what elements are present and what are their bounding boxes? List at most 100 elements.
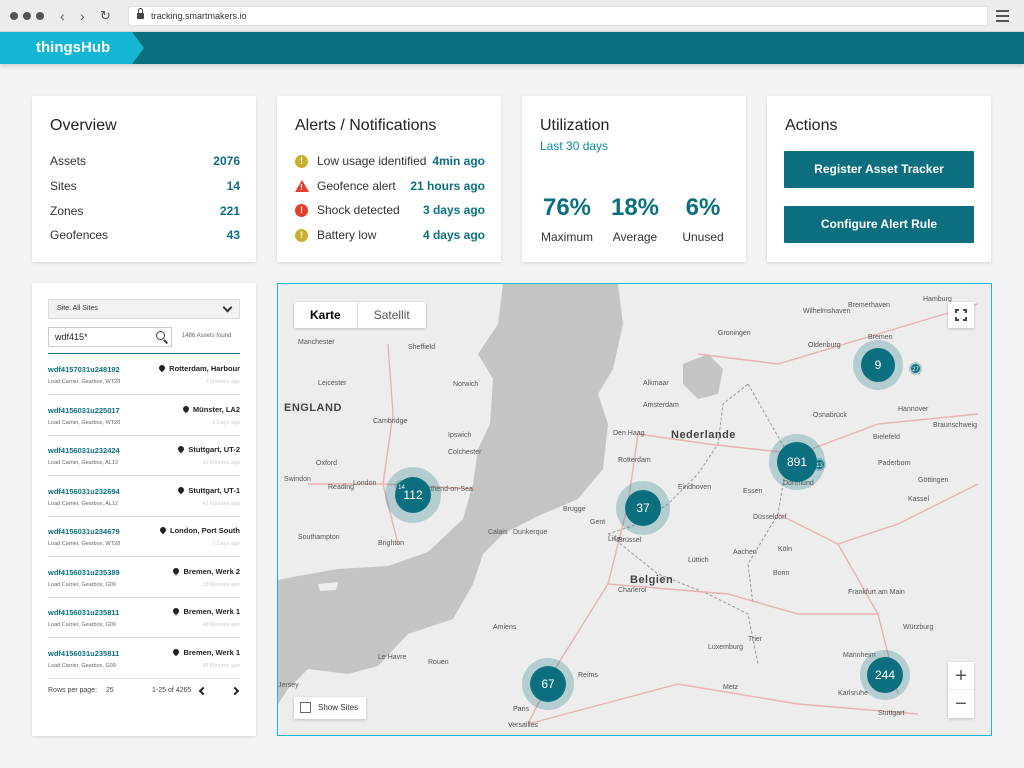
asset-list-item[interactable]: wdf4156031u235811 Bremen, Werk 1 Load Carr… bbox=[48, 598, 240, 638]
map-small-marker[interactable]: 27 bbox=[909, 362, 922, 375]
window-dot[interactable] bbox=[36, 12, 44, 20]
map-city-label: Bonn bbox=[773, 570, 790, 577]
map-city-label: Sheffield bbox=[408, 344, 436, 351]
brand-logo[interactable]: thingsHub bbox=[0, 32, 144, 64]
brand-name: thingsHub bbox=[36, 39, 111, 56]
site-select[interactable]: Site: All Sites bbox=[48, 299, 240, 319]
window-dot[interactable] bbox=[10, 12, 18, 20]
asset-list-item[interactable]: wdf4156031u234679 London, Port South Load … bbox=[48, 517, 240, 557]
utilization-average-label: Average bbox=[612, 230, 658, 244]
forward-icon[interactable]: › bbox=[80, 8, 85, 24]
asset-search-input[interactable]: wdf415* bbox=[48, 327, 172, 347]
alert-row[interactable]: ! Battery low 4 days ago bbox=[295, 228, 485, 244]
location-pin-icon bbox=[158, 525, 168, 535]
asset-list-item[interactable]: wdf4156031u235389 Bremen, Werk 2 Load Carr… bbox=[48, 558, 240, 598]
asset-id[interactable]: wdf4156031u235389 bbox=[48, 567, 120, 577]
map-city-label: Amsterdam bbox=[643, 402, 679, 409]
map-cluster[interactable]: 244 bbox=[860, 650, 910, 700]
chevron-left-icon[interactable] bbox=[198, 686, 208, 696]
zoom-in-button[interactable]: + bbox=[948, 662, 974, 690]
utilization-maximum-value: 76% bbox=[542, 194, 592, 221]
map-city-label: Amiens bbox=[493, 624, 517, 631]
overview-row-zones: Zones 221 bbox=[50, 204, 240, 218]
configure-alert-rule-button[interactable]: Configure Alert Rule bbox=[784, 206, 974, 243]
map-city-label: Brugge bbox=[563, 506, 586, 513]
site-select-value: Site: All Sites bbox=[57, 305, 98, 312]
map-small-marker[interactable]: 13 bbox=[813, 458, 826, 471]
chevron-down-icon bbox=[222, 302, 233, 313]
map-city-label: Düsseldorf bbox=[753, 514, 787, 521]
asset-search-value: wdf415* bbox=[55, 332, 88, 342]
show-sites-checkbox[interactable] bbox=[300, 702, 311, 713]
rows-per-page-select[interactable]: 25 bbox=[106, 687, 114, 694]
asset-id[interactable]: wdf4156031u225017 bbox=[48, 405, 120, 415]
alert-row[interactable]: ! Shock detected 3 days ago bbox=[295, 203, 485, 219]
asset-last-seen: 48 Minutes ago bbox=[202, 662, 240, 669]
asset-description: Load Carrier, Gearbox, WT28 bbox=[48, 541, 121, 547]
zoom-out-button[interactable]: − bbox=[955, 693, 967, 715]
map-city-label: Bielefeld bbox=[873, 434, 900, 441]
search-icon[interactable] bbox=[156, 331, 165, 340]
fullscreen-button[interactable] bbox=[948, 302, 974, 328]
asset-list-item[interactable]: wdf4156031u232694 Stuttgart, UT-1 Load Car… bbox=[48, 477, 240, 517]
back-icon[interactable]: ‹ bbox=[60, 8, 65, 24]
asset-description: Load Carrier, Gearbox, AL12 bbox=[48, 460, 119, 466]
alert-row[interactable]: ! Low usage identified 4min ago bbox=[295, 154, 485, 170]
tab-karte[interactable]: Karte bbox=[310, 308, 341, 322]
register-asset-tracker-button[interactable]: Register Asset Tracker bbox=[784, 151, 974, 188]
tab-satellit[interactable]: Satellit bbox=[356, 302, 426, 328]
pagination: Rows per page: 25 1-25 of 4265 bbox=[48, 686, 240, 699]
asset-id[interactable]: wdf4156031u235811 bbox=[48, 608, 120, 617]
url-text[interactable]: tracking.smartmakers.io bbox=[151, 11, 247, 21]
map-city-label: Essen bbox=[743, 488, 763, 495]
map-cluster[interactable]: 9 bbox=[853, 340, 903, 390]
asset-location: Bremen, Werk 1 bbox=[172, 606, 240, 616]
map-city-label: Aachen bbox=[733, 549, 757, 556]
map-city-label: Wilhelmshaven bbox=[803, 308, 851, 315]
alert-row[interactable]: ! Geofence alert 21 hours ago bbox=[295, 179, 485, 195]
map-view[interactable]: ENGLAND Nederlande Belgien Bremerhaven Ha… bbox=[277, 283, 992, 736]
show-sites-toggle[interactable]: Show Sites bbox=[294, 697, 367, 719]
map-small-marker[interactable]: 14 bbox=[395, 480, 408, 493]
location-pin-icon bbox=[172, 647, 181, 656]
asset-location-text: Bremen, Werk 2 bbox=[183, 566, 240, 576]
map-city-label: Paris bbox=[513, 706, 529, 713]
asset-description: Load Carrier, Gearbox, G09 bbox=[48, 581, 116, 588]
asset-id[interactable]: wdf4156031u232424 bbox=[48, 446, 120, 455]
location-pin-icon bbox=[177, 444, 186, 454]
map-city-label: Jersey bbox=[278, 682, 299, 689]
asset-last-seen: 32 Minutes ago bbox=[202, 460, 240, 466]
map-city-label: Braunschweig bbox=[933, 422, 977, 429]
asset-list-item[interactable]: wdf4156031u225017 Münster, LA2 Load Carrie… bbox=[48, 396, 240, 436]
asset-id[interactable]: wdf4156031u235811 bbox=[48, 648, 120, 658]
asset-list-item[interactable]: wdf4157031u248192 Rotterdam, Harbour Load … bbox=[48, 355, 240, 395]
utilization-unused-label: Unused bbox=[682, 230, 724, 244]
utilization-period[interactable]: Last 30 days bbox=[540, 139, 609, 153]
asset-list-item[interactable]: wdf4156031u235811 Bremen, Werk 1 Load Carr… bbox=[48, 639, 240, 679]
reload-icon[interactable]: ↻ bbox=[100, 8, 111, 23]
map-city-label: Groningen bbox=[718, 330, 751, 337]
overview-row-sites: Sites 14 bbox=[50, 179, 240, 193]
asset-id[interactable]: wdf4156031u234679 bbox=[48, 527, 120, 536]
actions-title: Actions bbox=[785, 117, 838, 134]
asset-id[interactable]: wdf4157031u248192 bbox=[48, 365, 120, 374]
map-cluster[interactable]: 37 bbox=[616, 481, 670, 535]
asset-location: Stuttgart, UT-1 bbox=[177, 485, 240, 495]
map-city-label: Karlsruhe bbox=[838, 690, 868, 697]
address-bar[interactable]: tracking.smartmakers.io bbox=[128, 6, 988, 26]
asset-description: Load Carrier, Gearbox, G09 bbox=[48, 662, 116, 669]
window-dot[interactable] bbox=[23, 12, 31, 20]
asset-location: Münster, LA2 bbox=[181, 404, 240, 414]
map-cluster[interactable]: 112 bbox=[385, 467, 441, 523]
list-divider bbox=[48, 353, 240, 354]
asset-location: Bremen, Werk 1 bbox=[172, 647, 240, 657]
asset-list-item[interactable]: wdf4156031u232424 Stuttgart, UT-2 Load Car… bbox=[48, 436, 240, 476]
chevron-right-icon[interactable] bbox=[230, 686, 240, 696]
asset-id[interactable]: wdf4156031u232694 bbox=[48, 486, 120, 496]
show-sites-label: Show Sites bbox=[318, 703, 359, 712]
hamburger-menu-icon[interactable] bbox=[996, 10, 1009, 22]
map-cluster[interactable]: 67 bbox=[522, 658, 574, 710]
asset-location-text: Bremen, Werk 1 bbox=[183, 647, 240, 657]
window-controls[interactable] bbox=[10, 12, 44, 20]
asset-description: Load Carrier, Gearbox, G09 bbox=[48, 622, 116, 628]
